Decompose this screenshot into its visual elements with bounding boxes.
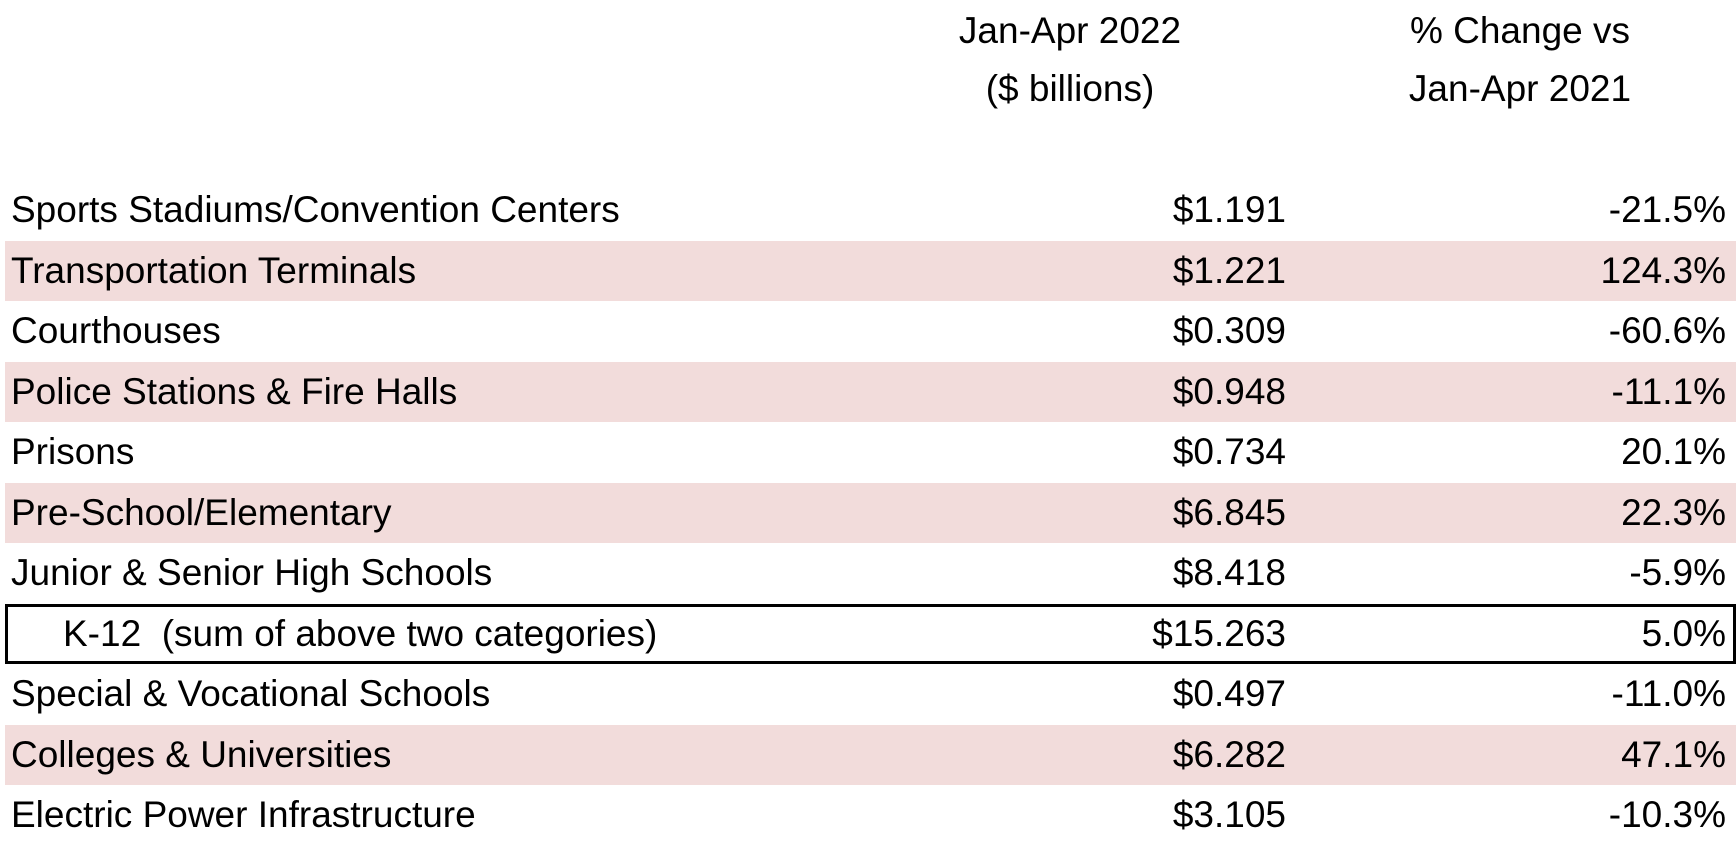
row-value: $0.948 — [1172, 370, 1286, 412]
row-value: $0.309 — [1172, 310, 1286, 351]
row-value: $1.191 — [1172, 189, 1286, 230]
row-label: Courthouses — [11, 310, 221, 351]
row-value: $3.105 — [1172, 794, 1286, 835]
row-value: $1.221 — [1172, 249, 1286, 291]
column-header-change-line2: Jan-Apr 2021 — [1408, 68, 1632, 109]
row-label: K-12 (sum of above two categories) — [63, 612, 658, 654]
column-header-change: % Change vs Jan-Apr 2021 — [1330, 2, 1710, 118]
table-row: Sports Stadiums/Convention Centers $1.19… — [5, 180, 1736, 241]
table-row: Transportation Terminals $1.221 124.3% — [5, 240, 1736, 301]
row-change: -60.6% — [1608, 310, 1726, 351]
row-change: 5.0% — [1641, 612, 1726, 654]
table-row: Junior & Senior High Schools $8.418 -5.9… — [5, 543, 1736, 604]
row-value: $0.734 — [1172, 431, 1286, 472]
row-change: -10.3% — [1608, 794, 1726, 835]
row-label: Colleges & Universities — [11, 733, 392, 775]
table-row: Electric Power Infrastructure $3.105 -10… — [5, 785, 1736, 846]
column-header-value-line2: ($ billions) — [985, 68, 1155, 109]
row-label: Police Stations & Fire Halls — [11, 370, 458, 412]
table-header: Jan-Apr 2022 ($ billions) % Change vs Ja… — [0, 0, 1736, 140]
table-row: Courthouses $0.309 -60.6% — [5, 301, 1736, 362]
column-header-change-line1: % Change vs — [1409, 10, 1631, 51]
column-header-value: Jan-Apr 2022 ($ billions) — [880, 2, 1260, 118]
table-row-subtotal: K-12 (sum of above two categories) $15.2… — [5, 603, 1736, 664]
row-label: Transportation Terminals — [11, 249, 417, 291]
row-change: -5.9% — [1629, 552, 1726, 593]
row-value: $15.263 — [1152, 612, 1286, 654]
row-change: 47.1% — [1621, 733, 1726, 775]
row-label: Prisons — [11, 431, 135, 472]
table-row: Colleges & Universities $6.282 47.1% — [5, 724, 1736, 785]
table-row: Pre-School/Elementary $6.845 22.3% — [5, 482, 1736, 543]
row-value: $6.282 — [1172, 733, 1286, 775]
row-label: Special & Vocational Schools — [11, 673, 491, 714]
column-header-value-line1: Jan-Apr 2022 — [958, 10, 1182, 51]
table-row: Police Stations & Fire Halls $0.948 -11.… — [5, 361, 1736, 422]
construction-table: Sports Stadiums/Convention Centers $1.19… — [5, 180, 1736, 846]
table-row: Prisons $0.734 20.1% — [5, 422, 1736, 483]
row-change: 124.3% — [1600, 249, 1727, 291]
row-change: -11.1% — [1611, 370, 1727, 412]
table-row: Special & Vocational Schools $0.497 -11.… — [5, 664, 1736, 725]
row-change: 22.3% — [1621, 491, 1726, 533]
row-label: Junior & Senior High Schools — [11, 552, 493, 593]
row-label: Sports Stadiums/Convention Centers — [11, 189, 620, 230]
row-label: Pre-School/Elementary — [11, 491, 392, 533]
row-value: $6.845 — [1172, 491, 1286, 533]
row-change: 20.1% — [1621, 431, 1726, 472]
row-change: -21.5% — [1608, 189, 1726, 230]
row-value: $0.497 — [1172, 673, 1286, 714]
row-label: Electric Power Infrastructure — [11, 794, 476, 835]
row-value: $8.418 — [1172, 552, 1286, 593]
row-change: -11.0% — [1611, 673, 1727, 714]
